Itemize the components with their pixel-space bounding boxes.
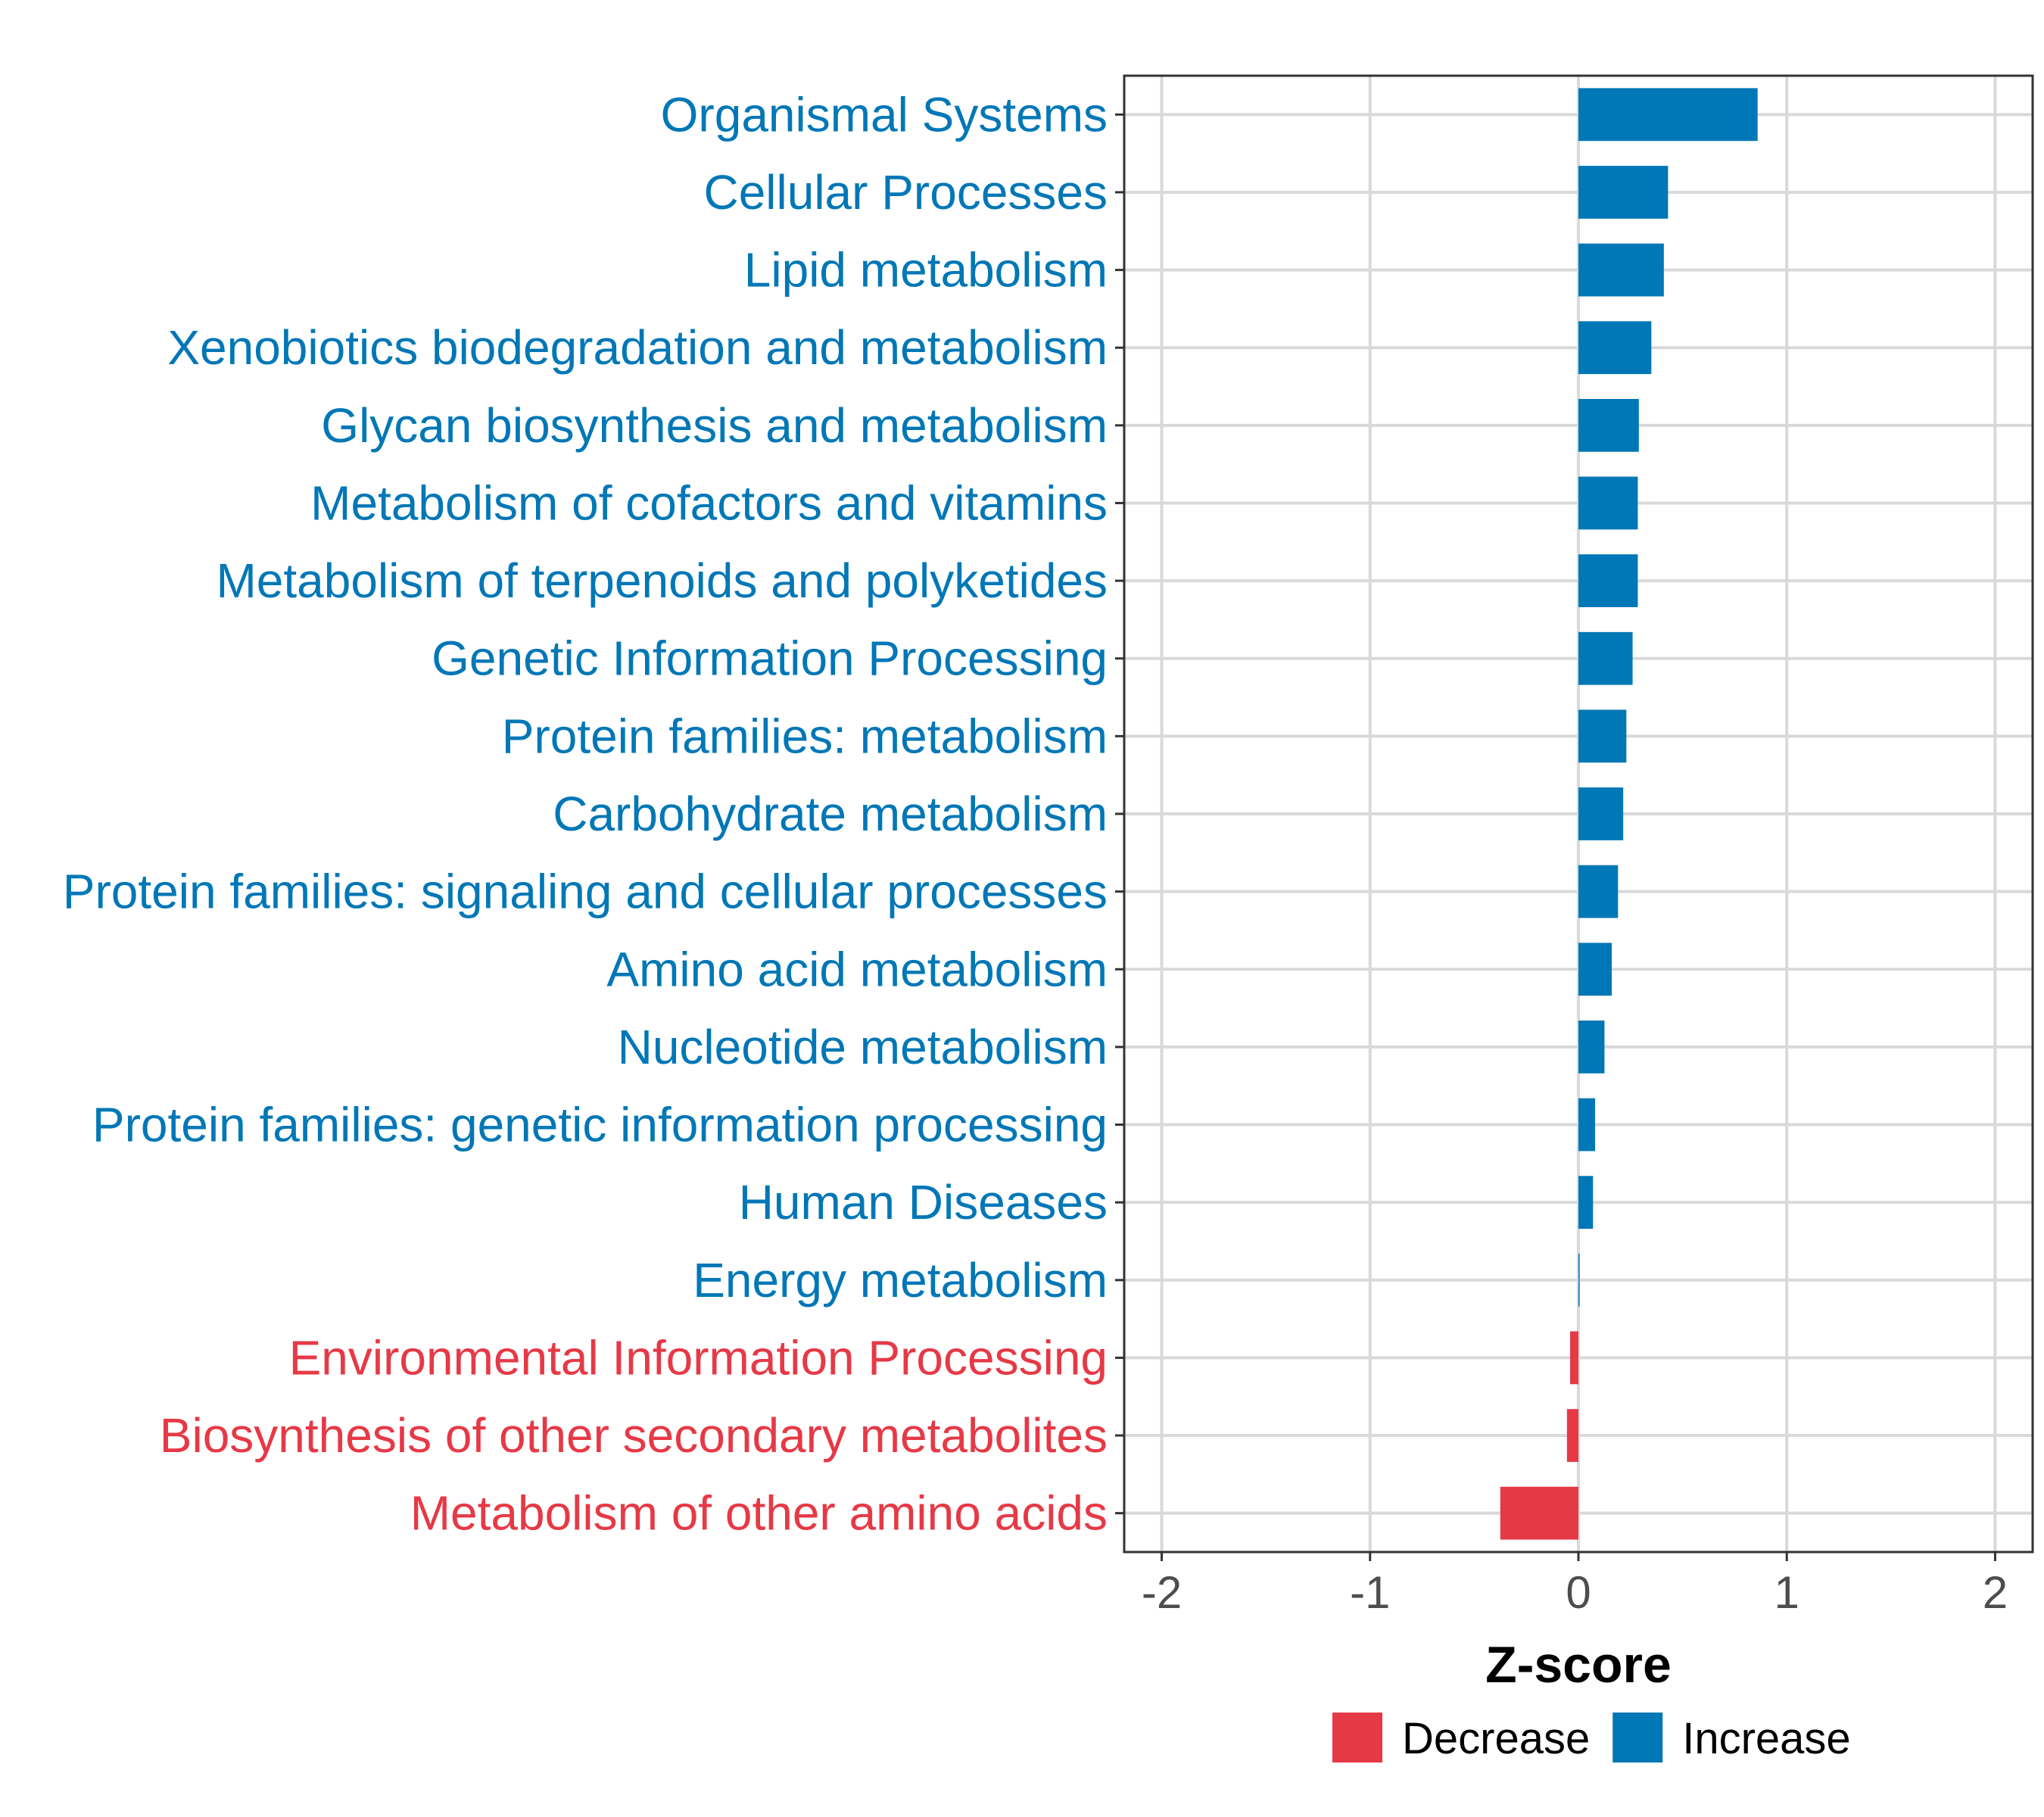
category-label-10: Protein families: signaling and cellular… [63, 865, 1108, 919]
bar-0 [1578, 88, 1758, 142]
x-tick-label-2: 0 [1566, 1567, 1591, 1618]
x-axis-ticks: -2 -1 0 1 2 [1142, 1552, 2008, 1618]
bar-6 [1578, 554, 1638, 607]
bar-13 [1578, 1098, 1596, 1152]
category-label-13: Protein families: genetic information pr… [92, 1098, 1108, 1152]
legend-swatch-decrease [1332, 1713, 1382, 1762]
category-label-8: Protein families: metabolism [502, 709, 1108, 763]
bar-16 [1569, 1331, 1578, 1385]
category-label-1: Cellular Processes [703, 165, 1108, 220]
x-tick-label-1: -1 [1350, 1567, 1390, 1618]
category-label-7: Genetic Information Processing [432, 631, 1108, 686]
category-label-6: Metabolism of terpenoids and polyketides [216, 553, 1108, 608]
bar-9 [1578, 787, 1624, 840]
legend-label-decrease: Decrease [1402, 1714, 1590, 1763]
legend-label-increase: Increase [1682, 1714, 1850, 1763]
bar-2 [1578, 243, 1664, 297]
category-label-0: Organismal Systems [661, 87, 1108, 142]
x-tick-label-4: 2 [1983, 1567, 2008, 1618]
y-axis-category-labels: Organismal Systems Cellular Processes Lipi… [63, 87, 1108, 1540]
bar-4 [1578, 398, 1639, 452]
category-label-16: Environmental Information Processing [289, 1330, 1108, 1385]
category-label-18: Metabolism of other amino acids [410, 1486, 1108, 1541]
bar-1 [1578, 166, 1669, 219]
x-axis-title: Z-score [1485, 1636, 1672, 1694]
bar-12 [1578, 1021, 1605, 1074]
bar-8 [1578, 709, 1627, 763]
category-label-17: Biosynthesis of other secondary metaboli… [160, 1408, 1108, 1463]
legend-swatch-increase [1612, 1713, 1663, 1762]
category-label-9: Carbohydrate metabolism [553, 787, 1108, 841]
bar-3 [1578, 321, 1652, 375]
category-label-4: Glycan biosynthesis and metabolism [321, 398, 1108, 453]
category-label-2: Lipid metabolism [744, 243, 1108, 298]
bars [1500, 88, 1758, 1540]
category-label-15: Energy metabolism [693, 1253, 1108, 1307]
x-tick-label-3: 1 [1774, 1567, 1799, 1618]
bar-15 [1578, 1253, 1580, 1307]
bar-14 [1578, 1176, 1594, 1230]
y-axis-ticks [1115, 113, 1124, 1515]
bar-17 [1566, 1409, 1578, 1462]
x-tick-label-0: -2 [1142, 1567, 1182, 1618]
bar-11 [1578, 943, 1612, 996]
category-label-12: Nucleotide metabolism [618, 1020, 1108, 1074]
bar-18 [1500, 1486, 1578, 1540]
category-label-11: Amino acid metabolism [606, 942, 1108, 996]
category-label-14: Human Diseases [739, 1175, 1108, 1230]
bar-5 [1578, 476, 1638, 530]
category-label-3: Xenobiotics biodegradation and metabolis… [167, 320, 1108, 375]
bar-10 [1578, 865, 1619, 918]
legend: Decrease Increase [1332, 1713, 1851, 1763]
bar-7 [1578, 631, 1633, 685]
category-label-5: Metabolism of cofactors and vitamins [310, 475, 1108, 530]
